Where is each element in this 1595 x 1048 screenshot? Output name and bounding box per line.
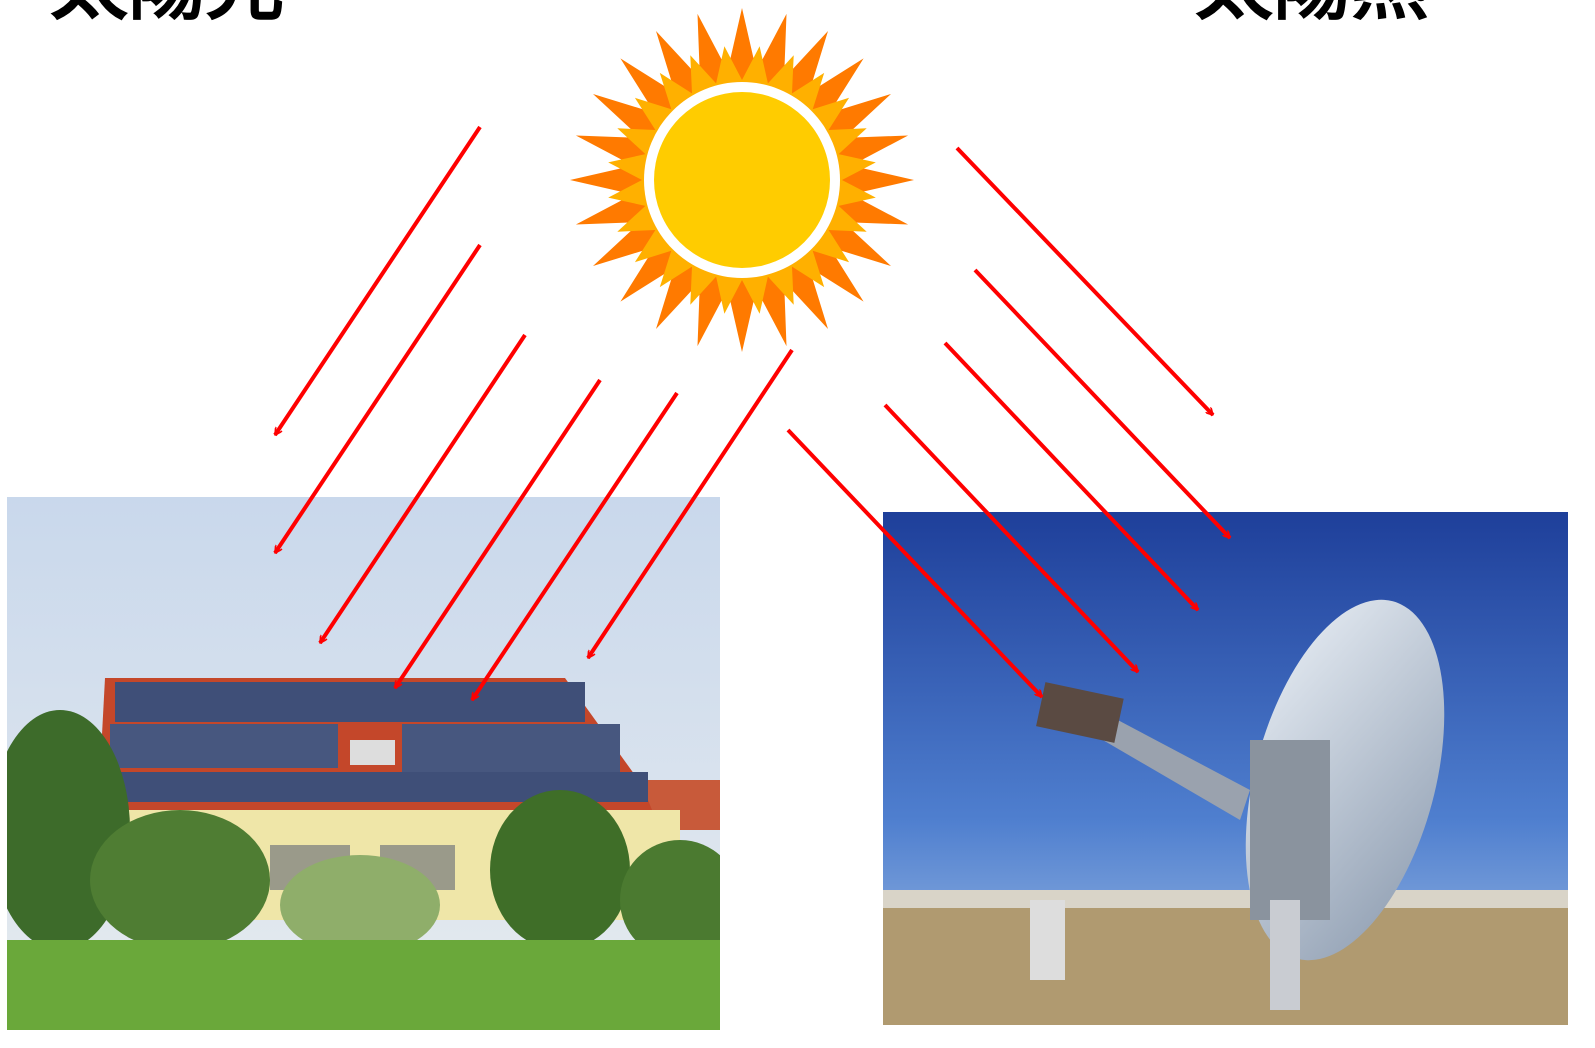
arrow [957, 148, 1213, 415]
solar-house-photo [0, 497, 740, 1030]
right-label: 太陽熱 [1195, 0, 1429, 31]
arrow [275, 127, 480, 435]
diagram: 太陽光 太陽熱 [0, 0, 1595, 1048]
sun-disc [654, 92, 830, 268]
sun [570, 8, 914, 352]
left-label: 太陽光 [50, 0, 284, 31]
arrow [975, 270, 1230, 538]
solar-dish-photo [883, 512, 1568, 1025]
